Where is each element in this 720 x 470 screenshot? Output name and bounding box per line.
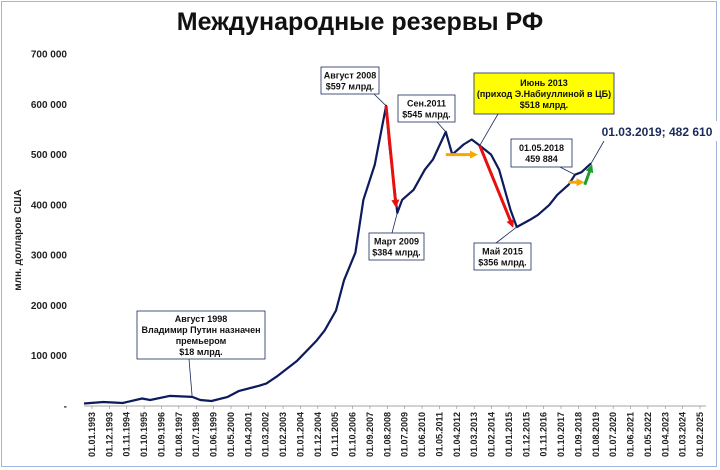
callout-leader (373, 93, 387, 107)
trend-arrow (384, 105, 400, 208)
callout-leader (559, 166, 576, 176)
x-tick-label: 01.04.2023 (660, 412, 670, 457)
y-tick-label: - (64, 402, 67, 413)
x-tick-label: 01.04.2001 (243, 412, 253, 457)
y-tick-label: 100 000 (31, 351, 68, 362)
x-tick-label: 01.07.1998 (191, 412, 201, 457)
arrows-group (384, 105, 594, 228)
callout-text: $18 млрд. (179, 347, 222, 357)
x-tick-label: 01.12.1993 (104, 412, 114, 457)
annotation-callout: Март 2009$384 млрд. (368, 212, 425, 261)
x-tick-label: 01.11.2016 (539, 412, 549, 457)
x-tick-label: 01.09.2018 (573, 412, 583, 457)
callout-box (136, 310, 266, 360)
callout-text: премьером (176, 336, 227, 346)
callout-box (595, 121, 719, 141)
y-ticks: - 100 000 200 000 300 000 400 000 500 000 600 … (31, 50, 68, 413)
x-tick-label: 01.08.2019 (591, 412, 601, 457)
x-tick-label: 01.11.1994 (122, 412, 132, 457)
x-tick-label: 01.03.2002 (261, 412, 271, 457)
x-tick-label: 01.06.2021 (626, 412, 636, 457)
callout-text: (приход Э.Набиуллиной в ЦБ) (477, 89, 611, 99)
callout-text: $384 млрд. (372, 248, 420, 258)
x-tick-label: 01.04.2012 (452, 412, 462, 457)
x-tick-label: 01.11.2005 (330, 412, 340, 457)
callout-text: Сен.2011 (407, 99, 446, 109)
callout-text: 459 884 (525, 154, 558, 164)
x-tick-label: 01.05.2011 (434, 412, 444, 457)
y-tick-label: 200 000 (31, 301, 68, 312)
callout-text: $545 млрд. (402, 110, 450, 120)
callout-text: Август 2008 (324, 71, 377, 81)
x-tick-label: 01.02.2014 (487, 412, 497, 457)
callout-text: Август 1998 (175, 314, 228, 324)
callout-leader (436, 121, 447, 133)
y-axis-label: млн. долларов США (13, 189, 24, 290)
x-tick-label: 01.03.2013 (469, 412, 479, 457)
callout-leader (479, 113, 499, 146)
x-tick-label: 01.10.2017 (556, 412, 566, 457)
callout-leader (391, 212, 398, 234)
y-tick-label: 500 000 (31, 150, 68, 161)
callout-box (368, 232, 425, 261)
x-tick-label: 01.02.2003 (278, 412, 288, 457)
x-tick-label: 01.01.2004 (295, 412, 305, 457)
x-tick-label: 01.07.2009 (400, 412, 410, 457)
x-tick-label: 01.01.2015 (504, 412, 514, 457)
annotation-callout: 01.03.2019; 482 610 (590, 121, 719, 164)
annotation-callout: Июнь 2013(приход Э.Набиуллиной в ЦБ)$518… (473, 72, 615, 146)
x-tick-label: 01.03.2024 (678, 412, 688, 457)
y-tick-label: 400 000 (31, 200, 68, 211)
x-tick-label: 01.05.2022 (643, 412, 653, 457)
chart-title: Международные резервы РФ (176, 8, 544, 36)
x-tick-label: 01.10.2006 (348, 412, 358, 457)
callout-box (473, 242, 532, 271)
x-tick-label: 01.06.1999 (209, 412, 219, 457)
x-tick-label: 01.09.2007 (365, 412, 375, 457)
annotation-callout: Сен.2011$545 млрд. (397, 94, 456, 133)
x-ticks: 01.01.1993 01.12.1993 01.11.1994 01.10.1995… (87, 406, 705, 457)
annotation-callout: Август 2008$597 млрд. (320, 66, 387, 107)
callout-text: Июнь 2013 (520, 78, 568, 88)
callout-text: Март 2009 (374, 237, 419, 247)
x-tick-label: 01.02.2025 (695, 412, 705, 457)
x-tick-label: 01.05.2000 (226, 412, 236, 457)
callout-box (397, 94, 456, 123)
callout-text: 01.05.2018 (519, 143, 564, 153)
y-tick-label: 300 000 (31, 251, 68, 262)
x-tick-label: 01.12.2015 (521, 412, 531, 457)
callout-text: Май 2015 (482, 247, 523, 257)
callout-text: $597 млрд. (326, 82, 374, 92)
x-tick-label: 01.08.1997 (174, 412, 184, 457)
callout-text: $518 млрд. (520, 100, 568, 110)
callout-text: $356 млрд. (478, 258, 526, 268)
callout-leader (495, 226, 518, 244)
y-tick-label: 700 000 (31, 50, 68, 61)
trend-arrow (478, 144, 514, 228)
callout-box (473, 72, 615, 115)
callout-text: Владимир Путин назначен (141, 325, 260, 335)
callout-text: 01.03.2019; 482 610 (602, 125, 713, 139)
trend-arrow (583, 164, 594, 186)
x-tick-label: 01.10.1995 (139, 412, 149, 457)
x-tick-label: 01.06.2010 (417, 412, 427, 457)
x-tick-label: 01.08.2008 (382, 412, 392, 457)
x-tick-label: 01.09.1996 (156, 412, 166, 457)
x-tick-label: 01.12.2004 (313, 412, 323, 457)
y-tick-label: 600 000 (31, 100, 68, 111)
x-tick-label: 01.01.1993 (87, 412, 97, 457)
callout-box (510, 138, 573, 168)
callout-leader (590, 140, 605, 164)
callout-box (320, 66, 380, 95)
annotation-callout: Май 2015$356 млрд. (473, 226, 532, 271)
x-tick-label: 01.07.2020 (608, 412, 618, 457)
callout-leader (188, 358, 193, 397)
